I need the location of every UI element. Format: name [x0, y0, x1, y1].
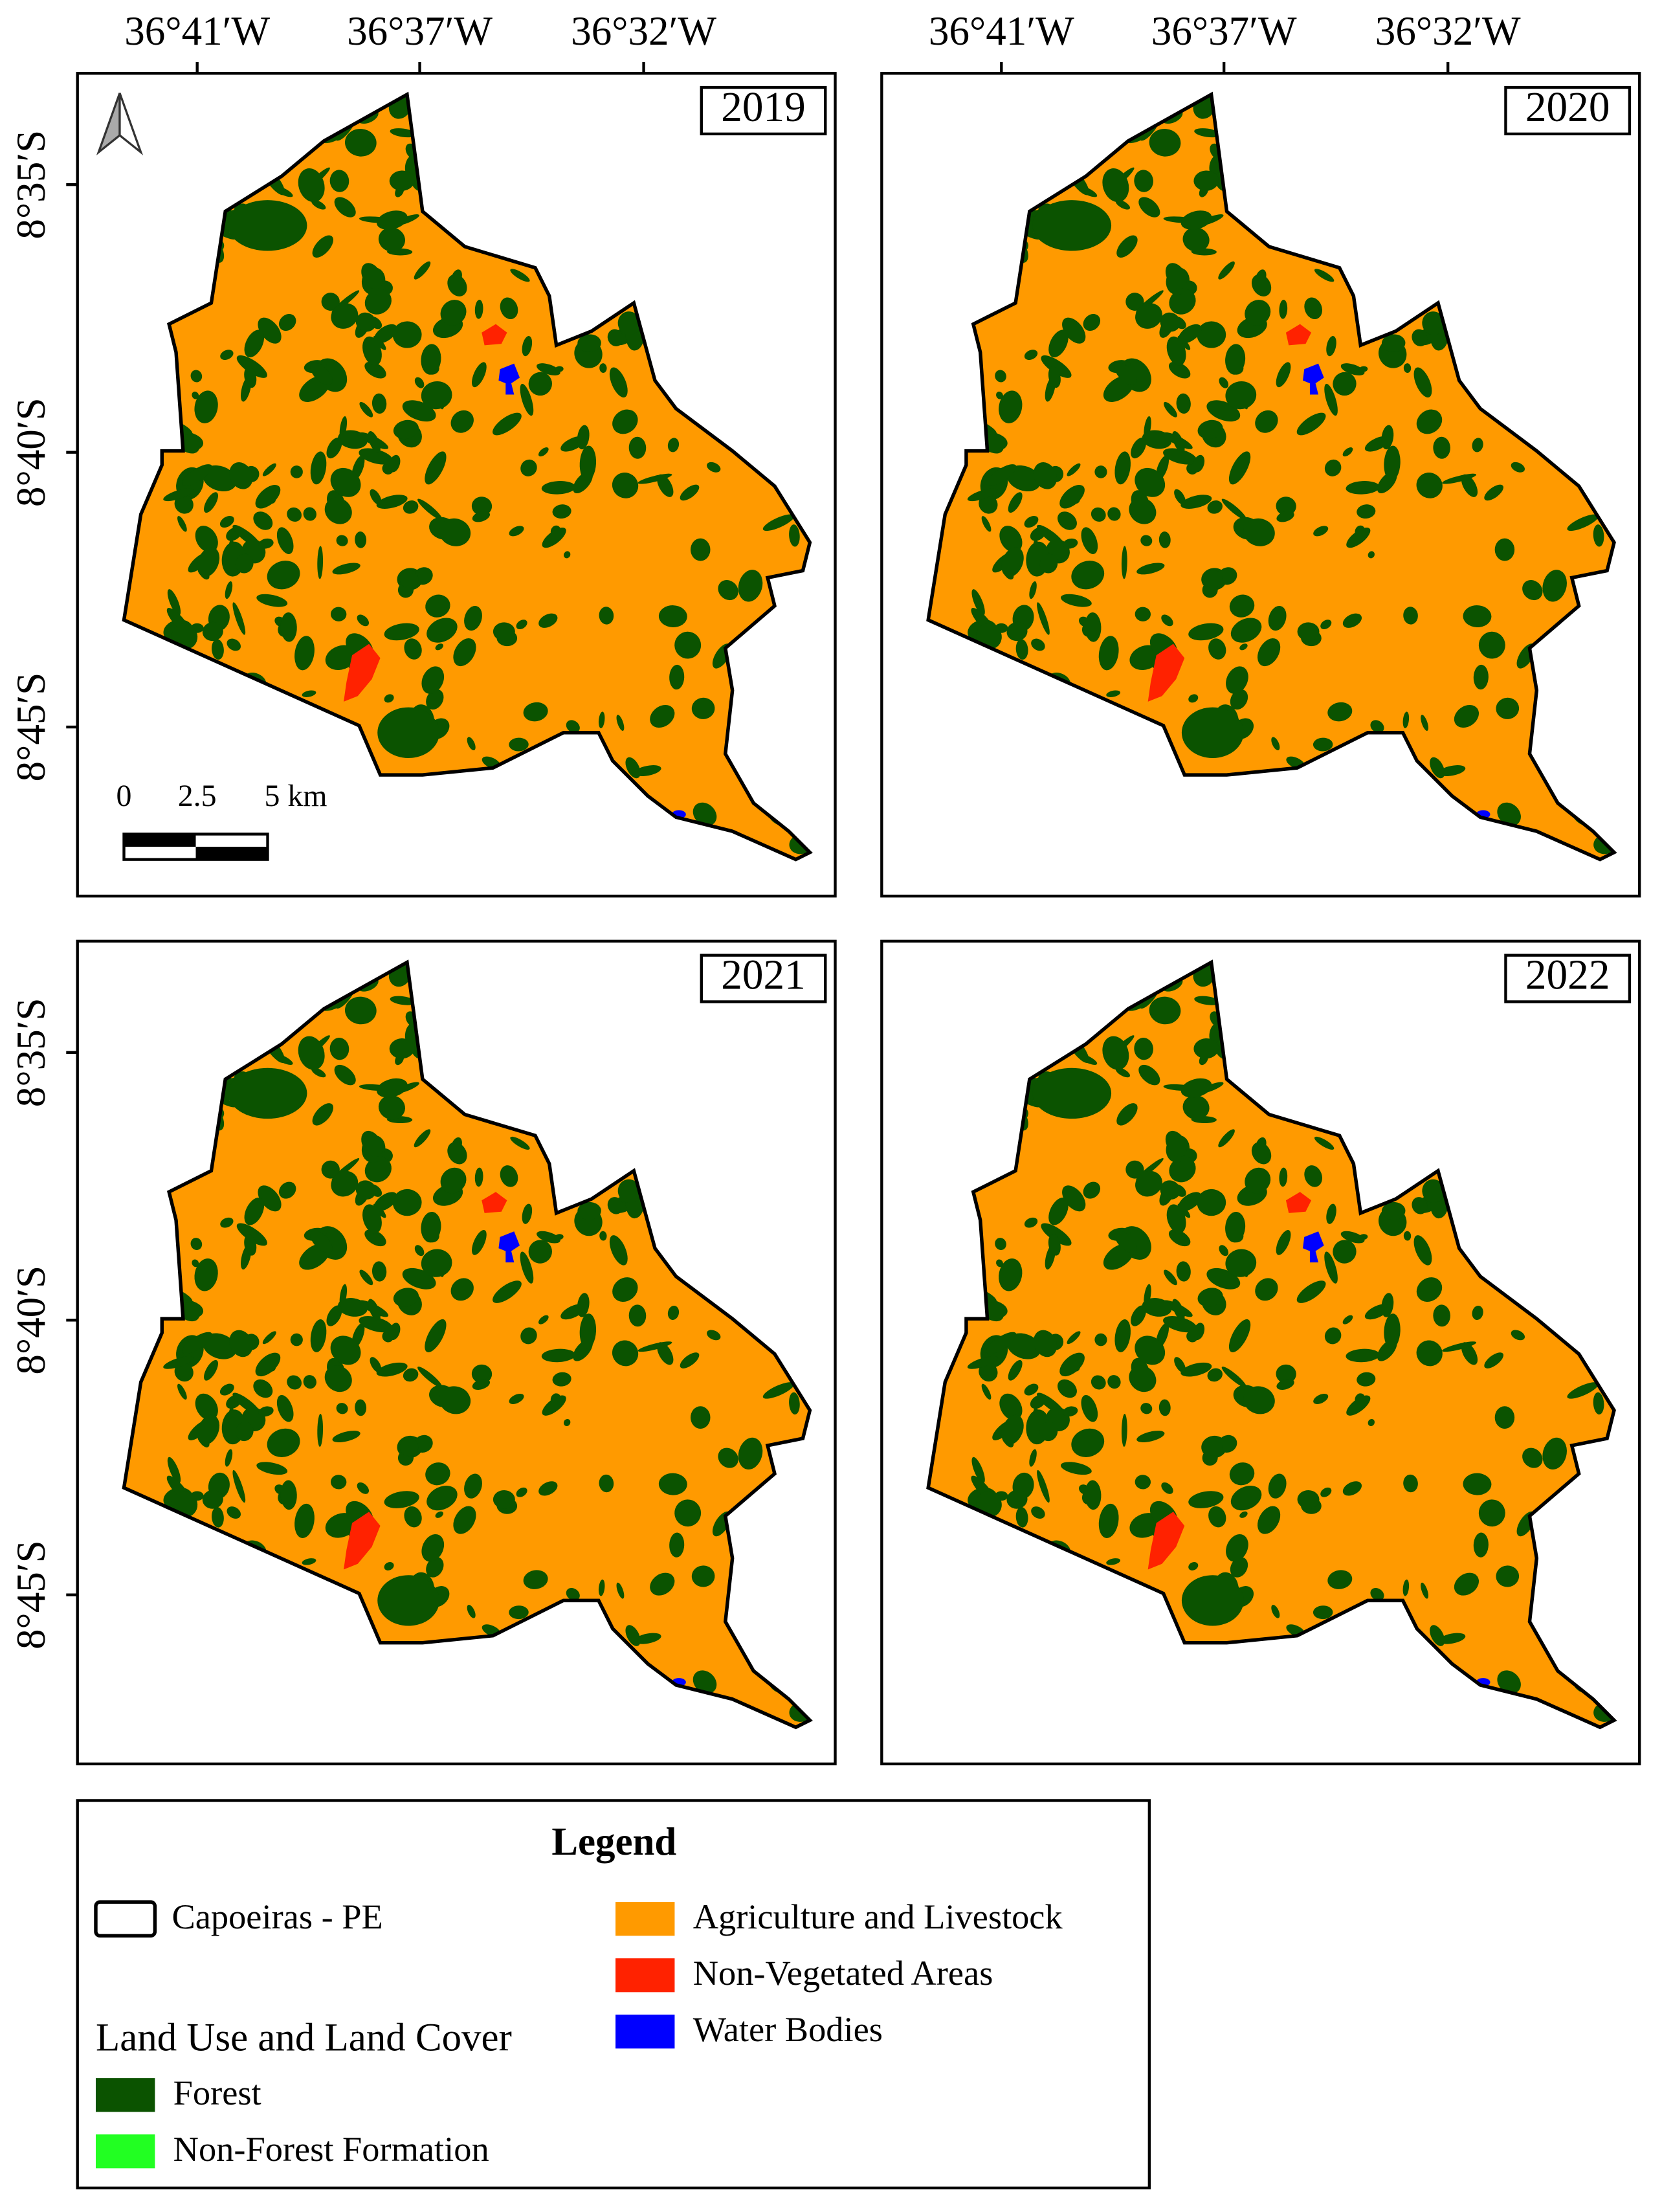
- legend-label: Non-Forest Formation: [173, 2130, 489, 2169]
- legend-swatch: [95, 2078, 155, 2112]
- scale-label: 2.5: [178, 779, 217, 813]
- north-arrow: [118, 93, 144, 156]
- legend-title: Legend: [551, 1820, 676, 1864]
- boundary-label: Capoeiras - PE: [172, 1897, 383, 1936]
- legend-frame: [76, 1799, 1151, 2190]
- legend-label: Water Bodies: [693, 2010, 883, 2049]
- boundary-swatch: [94, 1900, 157, 1938]
- latitude-label: 8°35′S: [8, 998, 54, 1107]
- scale-bar: [124, 834, 196, 847]
- latitude-label: 8°40′S: [8, 397, 54, 507]
- panel: 2021 8°35′S 8°40′S 8°45′S: [8, 939, 837, 1765]
- year-label: 2022: [1525, 952, 1610, 999]
- longitude-label: 36°41′W: [929, 8, 1074, 54]
- legend-label: Forest: [173, 2073, 261, 2112]
- panels: 2019 36°41′W 36°37′W 36°32′W 8°35′S 8°40′S 8°4…: [8, 8, 1641, 1765]
- legend-swatch: [615, 1958, 675, 1993]
- scale-label: 5 km: [264, 779, 327, 813]
- panel: 2019 36°41′W 36°37′W 36°32′W 8°35′S 8°40′S 8°4…: [8, 8, 837, 898]
- legend-swatch: [615, 1902, 675, 1936]
- longitude-label: 36°37′W: [1151, 8, 1297, 54]
- year-box: [700, 954, 827, 1003]
- panel: 2020 36°41′W 36°37′W 36°32′W: [880, 8, 1641, 898]
- panel: 2022: [880, 939, 1641, 1765]
- year-box: [1504, 954, 1632, 1003]
- year-box: [700, 85, 827, 136]
- legend-swatch: [615, 2015, 675, 2049]
- longitude-label: 36°32′W: [571, 8, 716, 54]
- year-label: 2021: [721, 952, 806, 999]
- scale-label: 0: [116, 779, 132, 813]
- latitude-label: 8°40′S: [8, 1266, 54, 1375]
- year-label: 2019: [721, 84, 806, 131]
- legend: Legend Capoeiras - PE Land Use and Land …: [76, 1799, 1151, 2190]
- latitude-label: 8°45′S: [8, 1540, 54, 1649]
- longitude-label: 36°32′W: [1375, 8, 1521, 54]
- longitude-label: 36°41′W: [124, 8, 270, 54]
- latitude-label: 8°45′S: [8, 673, 54, 782]
- legend-swatch: [95, 2134, 155, 2169]
- latitude-label: 8°35′S: [8, 130, 54, 240]
- legend-section: Land Use and Land Cover: [96, 2016, 512, 2060]
- year-label: 2020: [1525, 84, 1610, 131]
- legend-label: Agriculture and Livestock: [693, 1897, 1063, 1936]
- scale-bar: [195, 847, 268, 860]
- longitude-label: 36°37′W: [347, 8, 493, 54]
- year-box: [1504, 85, 1632, 136]
- legend-label: Non-Vegetated Areas: [693, 1954, 993, 1993]
